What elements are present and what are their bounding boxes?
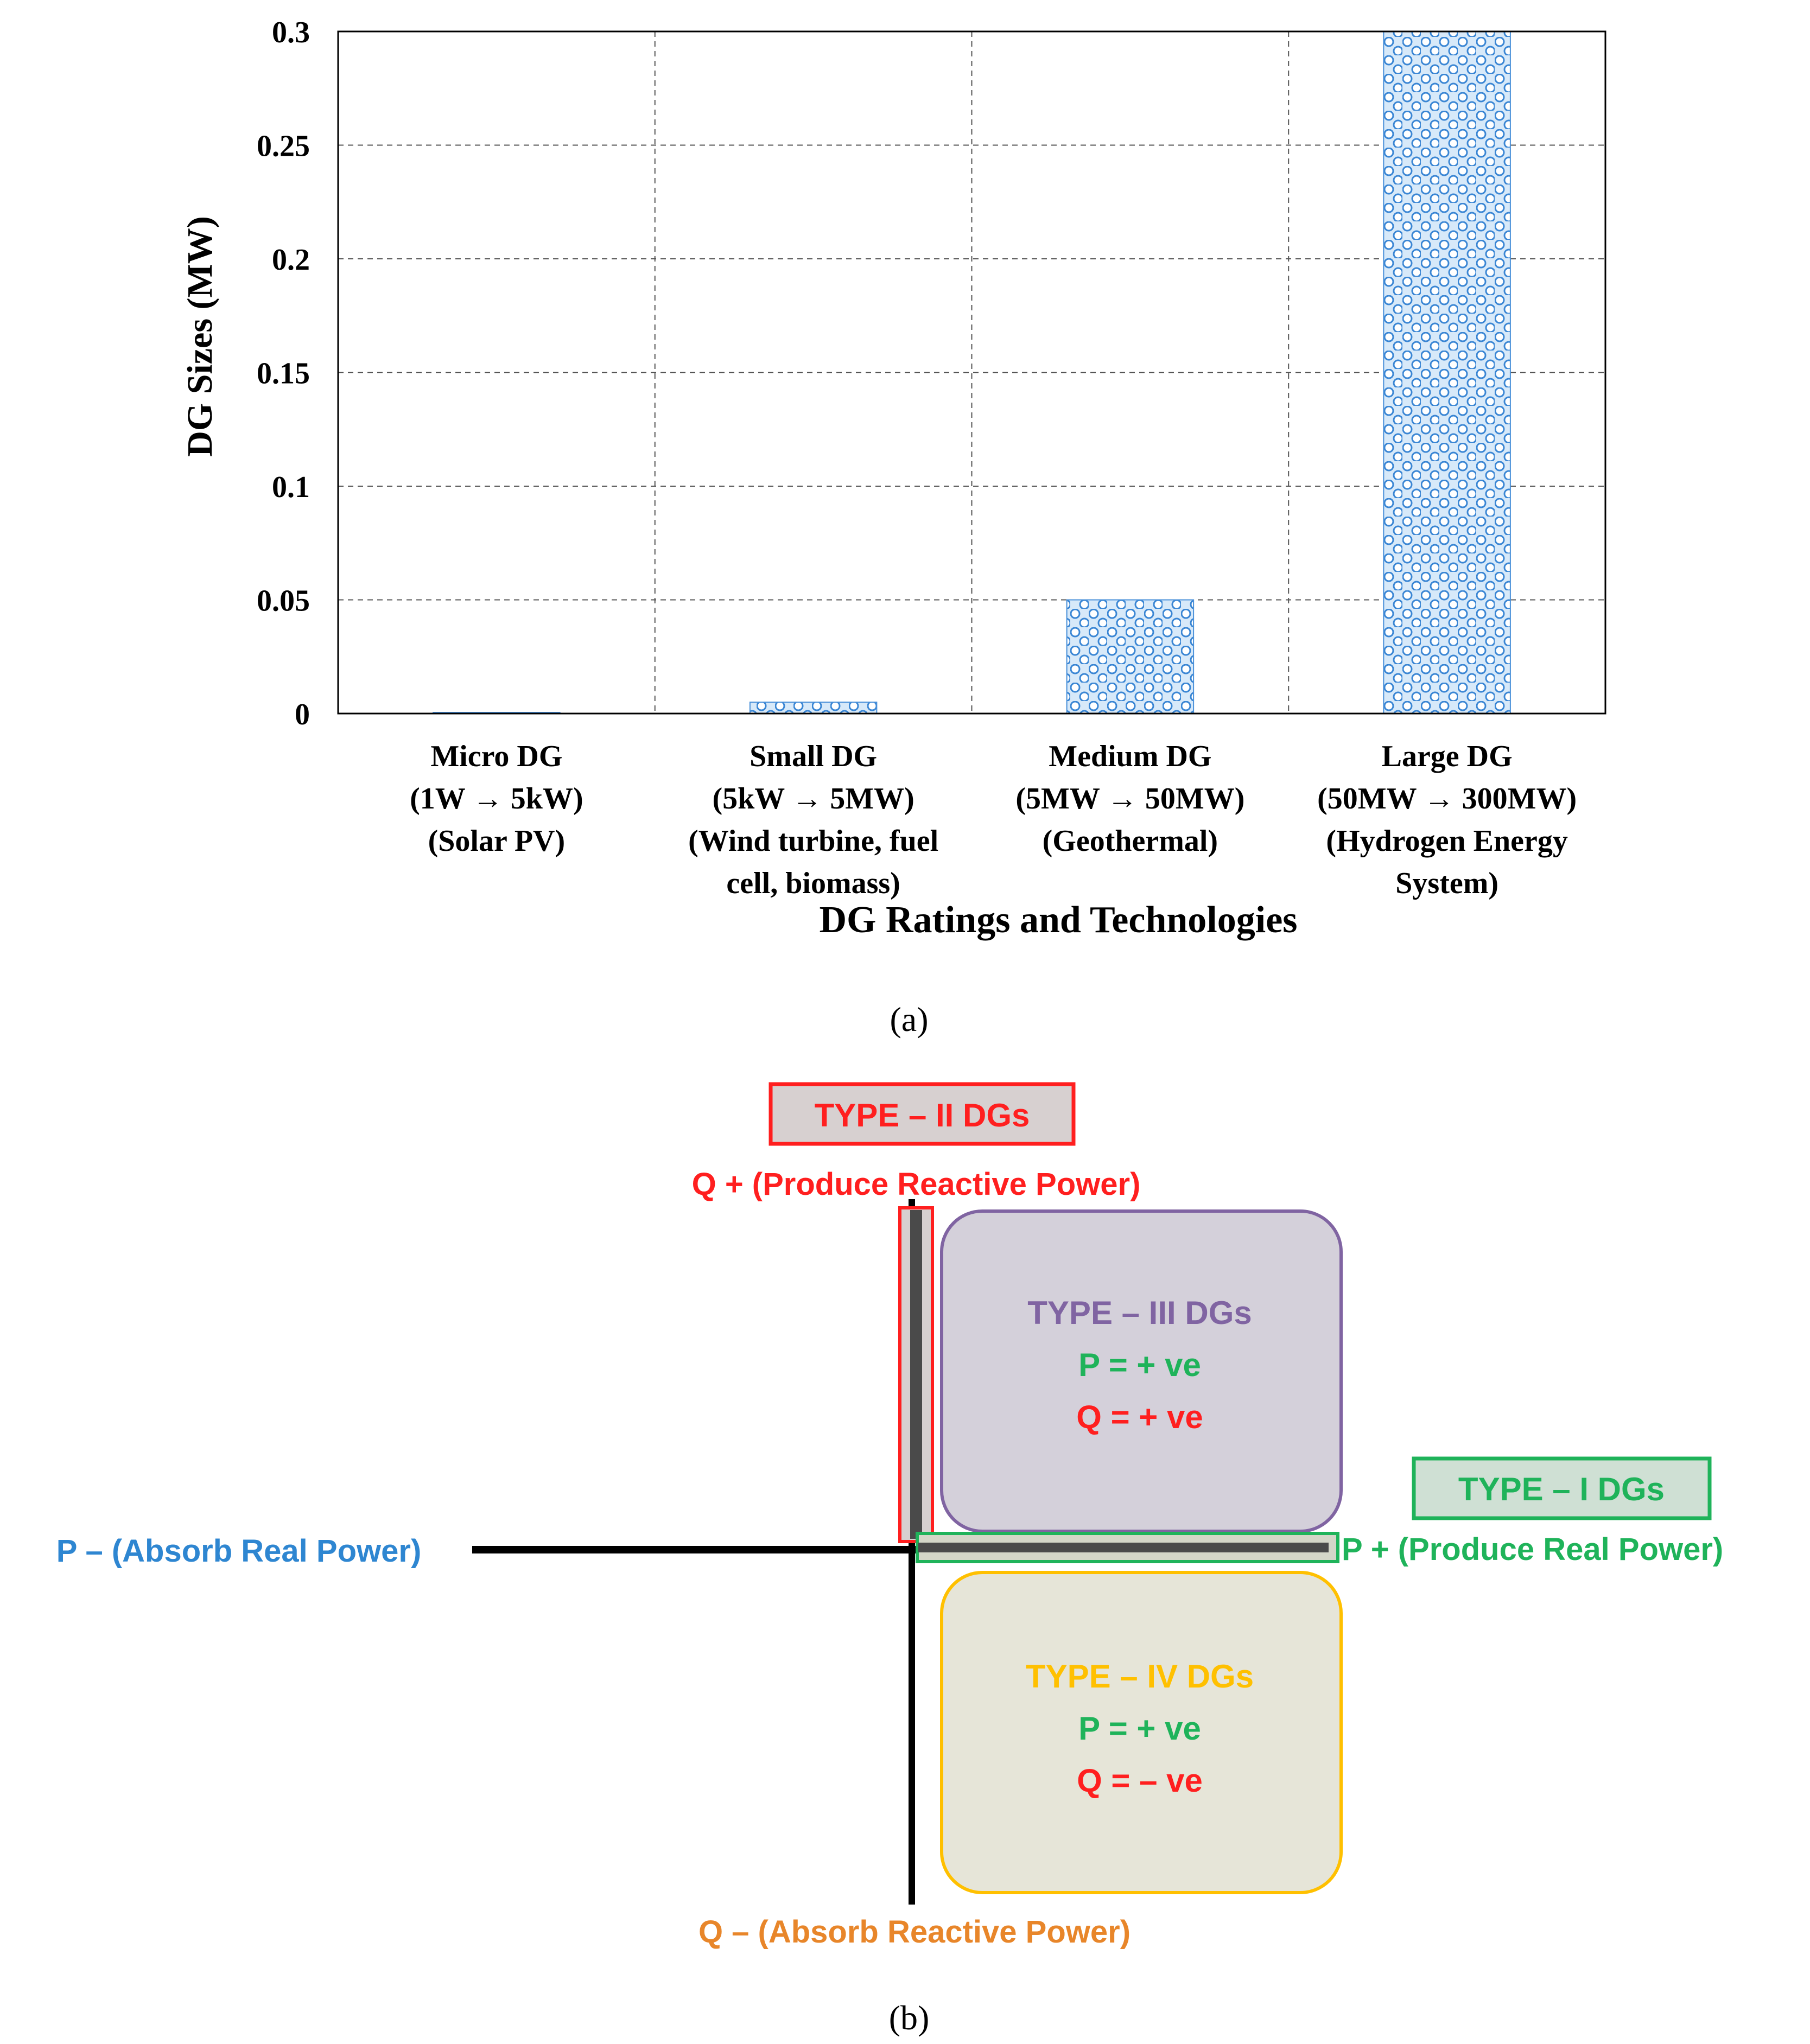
x-category-label: Medium DG (1049, 740, 1211, 773)
plot-frame (337, 30, 1606, 715)
type4-box (940, 1571, 1343, 1894)
type3-q-line: Q = + ve (1076, 1399, 1203, 1435)
type2-title: TYPE – II DGs (815, 1097, 1030, 1134)
y-tick-label: 0.2 (272, 243, 310, 277)
x-category-label: (Hydrogen Energy (1326, 824, 1567, 858)
dg-type-diagram: TYPE – II DGs Q + (Produce Reactive Powe… (56, 1082, 1723, 2037)
y-tick-label: 0.3 (272, 16, 310, 49)
q-plus-label: Q + (Produce Reactive Power) (692, 1167, 1141, 1202)
bar-small-dg (749, 702, 878, 715)
x-category-label: (Wind turbine, fuel (688, 824, 938, 858)
type3-title: TYPE – III DGs (1027, 1295, 1252, 1331)
bar-chart: 0 0.05 0.1 0.15 0.2 0.25 0.3 Micro DG (1W → 5kW… (180, 16, 1606, 1039)
type4-title: TYPE – IV DGs (1026, 1658, 1254, 1695)
x-category-labels: Micro DG (1W → 5kW) (Solar PV) Small DG (5kW… (410, 740, 1577, 900)
x-category-label: Small DG (750, 740, 877, 773)
x-category-label: Large DG (1382, 740, 1513, 773)
caption-a: (a) (890, 1000, 928, 1039)
x-category-label: (5kW → 5MW) (712, 782, 914, 816)
type1-title-box (1412, 1456, 1712, 1520)
y-axis-label: DG Sizes (MW) (180, 216, 220, 457)
x-category-label: (50MW → 300MW) (1317, 782, 1577, 816)
y-tick-labels: 0 0.05 0.1 0.15 0.2 0.25 0.3 (257, 16, 310, 731)
type1-title: TYPE – I DGs (1458, 1471, 1665, 1507)
q-minus-label: Q – (Absorb Reactive Power) (698, 1914, 1131, 1950)
type4-q-line: Q = – ve (1077, 1762, 1203, 1799)
x-category-label: System) (1395, 867, 1498, 900)
y-tick-label: 0.05 (257, 584, 310, 618)
x-axis-label: DG Ratings and Technologies (819, 899, 1297, 941)
type2-title-box (769, 1082, 1076, 1146)
type3-p-line: P = + ve (1078, 1347, 1201, 1383)
bar-large-dg (1383, 31, 1511, 714)
y-tick-label: 0 (295, 698, 310, 731)
caption-b: (b) (889, 1998, 930, 2037)
bars (433, 31, 1511, 715)
x-category-label: (1W → 5kW) (410, 782, 583, 816)
x-category-label: (Geothermal) (1043, 824, 1218, 858)
x-category-label: cell, biomass) (726, 867, 900, 900)
type4-p-line: P = + ve (1078, 1710, 1201, 1747)
x-category-label: (Solar PV) (428, 824, 566, 858)
panel-a: 0 0.05 0.1 0.15 0.2 0.25 0.3 Micro DG (1W → 5kW… (180, 16, 1606, 1039)
y-tick-label: 0.15 (257, 357, 310, 391)
y-tick-label: 0.1 (272, 470, 310, 504)
p-minus-label: P – (Absorb Real Power) (56, 1533, 422, 1569)
p-plus-label: P + (Produce Real Power) (1342, 1532, 1723, 1567)
type3-box (940, 1209, 1343, 1533)
panel-b: TYPE – II DGs Q + (Produce Reactive Powe… (0, 1058, 1810, 2044)
y-tick-label: 0.25 (257, 130, 310, 163)
bar-medium-dg (1066, 599, 1195, 714)
x-category-label: (5MW → 50MW) (1015, 782, 1244, 816)
x-category-label: Micro DG (430, 740, 562, 773)
